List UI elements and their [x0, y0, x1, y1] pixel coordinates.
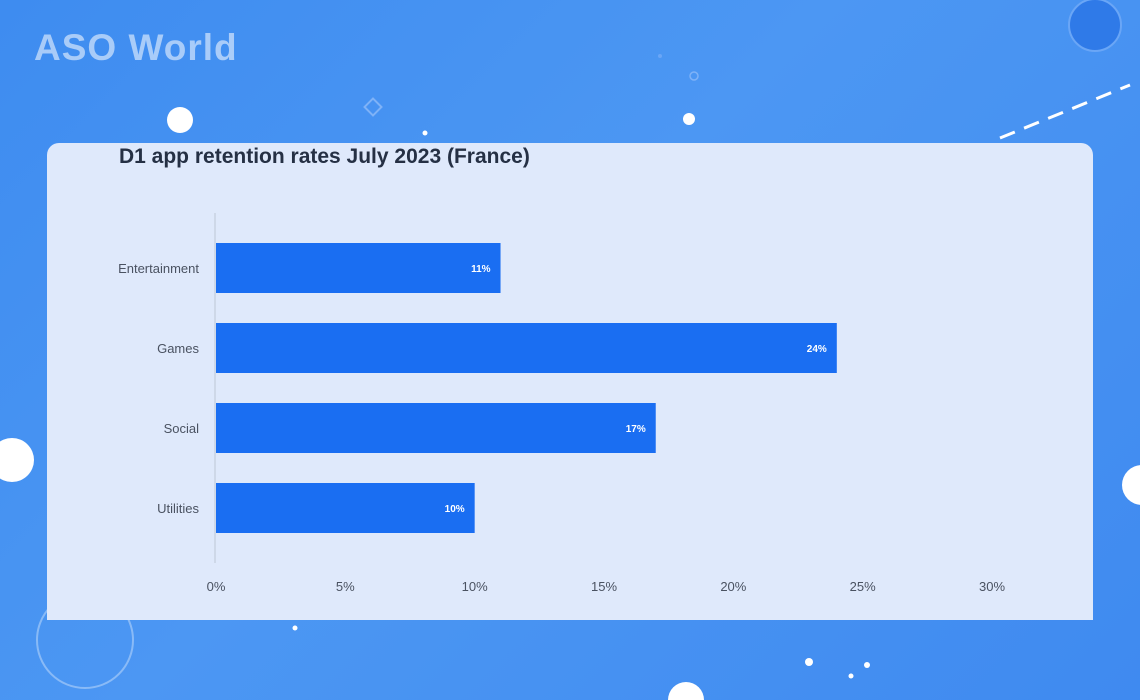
x-tick-label: 20% — [720, 579, 746, 594]
bar-group — [216, 243, 837, 533]
bubble-decoration — [292, 625, 298, 631]
bubble-decoration — [422, 130, 428, 136]
bubble-decoration — [848, 673, 854, 679]
bubble-decoration — [167, 107, 193, 133]
bubble-decoration — [1122, 465, 1140, 505]
bar-value-label: 10% — [445, 504, 465, 515]
category-label: Games — [157, 341, 199, 356]
x-tick-label: 10% — [462, 579, 488, 594]
bubble-decoration — [0, 438, 34, 482]
brand-logo: ASO World — [34, 27, 238, 68]
category-label: Social — [164, 421, 200, 436]
chart-title: D1 app retention rates July 2023 (France… — [119, 145, 530, 168]
bubble-decoration — [683, 113, 695, 125]
bubble-decoration — [668, 682, 704, 700]
bar-games — [216, 323, 837, 373]
dashed-line-decoration — [999, 83, 1131, 140]
diamond-decoration — [363, 97, 383, 117]
x-axis-ticks: 0% 5% 10% 15% 20% 25% 30% — [207, 579, 1006, 594]
bar-social — [216, 403, 656, 453]
bar-utilities — [216, 483, 475, 533]
category-label: Utilities — [157, 501, 199, 516]
bar-value-label: 11% — [471, 264, 491, 275]
x-tick-label: 25% — [850, 579, 876, 594]
bubble-decoration — [658, 54, 662, 58]
bar-entertainment — [216, 243, 501, 293]
bubble-decoration — [689, 71, 699, 81]
category-labels: Entertainment Games Social Utilities — [118, 261, 199, 516]
bar-value-label: 17% — [626, 424, 646, 435]
bubble-decoration — [1068, 0, 1122, 52]
category-label: Entertainment — [118, 261, 199, 276]
x-tick-label: 15% — [591, 579, 617, 594]
x-tick-label: 30% — [979, 579, 1005, 594]
bar-value-labels: 11% 24% 17% 10% — [445, 264, 827, 515]
bubble-decoration — [805, 658, 813, 666]
x-tick-label: 0% — [207, 579, 226, 594]
chart-card — [47, 143, 1093, 620]
bubble-decoration — [864, 662, 870, 668]
x-tick-label: 5% — [336, 579, 355, 594]
bar-value-label: 24% — [807, 344, 827, 355]
